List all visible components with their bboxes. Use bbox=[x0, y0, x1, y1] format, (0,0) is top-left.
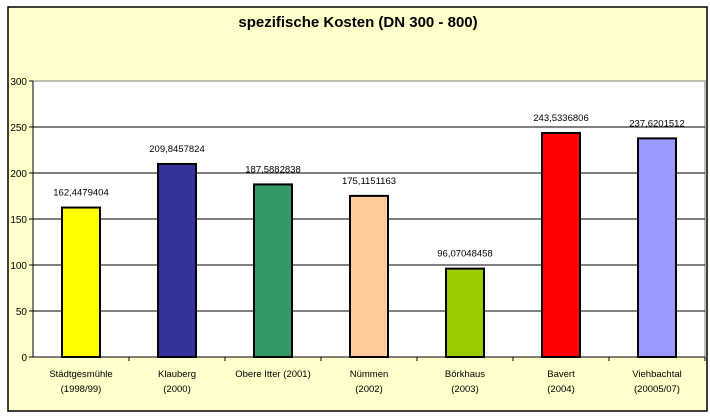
x-tick-label: (1998/99) bbox=[61, 384, 102, 395]
x-tick-label: Viehbachtal bbox=[632, 369, 681, 380]
data-label: 237,6201512 bbox=[629, 118, 684, 129]
bar bbox=[157, 162, 197, 358]
x-tick-label: (2004) bbox=[547, 384, 574, 395]
data-label: 96,07048458 bbox=[437, 249, 492, 260]
bar bbox=[541, 131, 581, 358]
y-tick-label: 0 bbox=[21, 353, 27, 364]
bar bbox=[445, 267, 485, 358]
bar bbox=[349, 194, 389, 358]
data-label: 175,1151163 bbox=[342, 176, 396, 187]
data-label: 209,8457824 bbox=[149, 144, 204, 155]
bar bbox=[253, 183, 293, 358]
x-tick-label: Nümmen bbox=[350, 369, 389, 380]
data-label: 243,5336806 bbox=[533, 113, 588, 124]
x-tick-label: Städtgesmühle bbox=[49, 369, 112, 380]
data-label: 187,5882838 bbox=[245, 164, 300, 175]
x-tick-label: Bavert bbox=[547, 369, 575, 380]
y-tick-label: 50 bbox=[16, 307, 28, 318]
y-tick-label: 100 bbox=[10, 261, 27, 272]
y-tick-label: 200 bbox=[10, 169, 27, 180]
x-tick-label: Obere Itter (2001) bbox=[235, 369, 311, 380]
y-tick-label: 300 bbox=[10, 77, 27, 88]
y-tick-label: 250 bbox=[10, 123, 27, 134]
x-tick-label: (20005/07) bbox=[634, 384, 680, 395]
bar bbox=[637, 137, 677, 358]
x-tick-label: Klauberg bbox=[158, 369, 196, 380]
x-tick-label: (2003) bbox=[451, 384, 478, 395]
bar bbox=[61, 206, 101, 358]
x-tick-label: Börkhaus bbox=[445, 369, 485, 380]
x-tick-label: (2000) bbox=[163, 384, 190, 395]
y-tick-label: 150 bbox=[10, 215, 27, 226]
x-tick-label: (2002) bbox=[355, 384, 382, 395]
data-label: 162,4479404 bbox=[53, 188, 108, 199]
chart-title: spezifische Kosten (DN 300 - 800) bbox=[238, 14, 477, 31]
